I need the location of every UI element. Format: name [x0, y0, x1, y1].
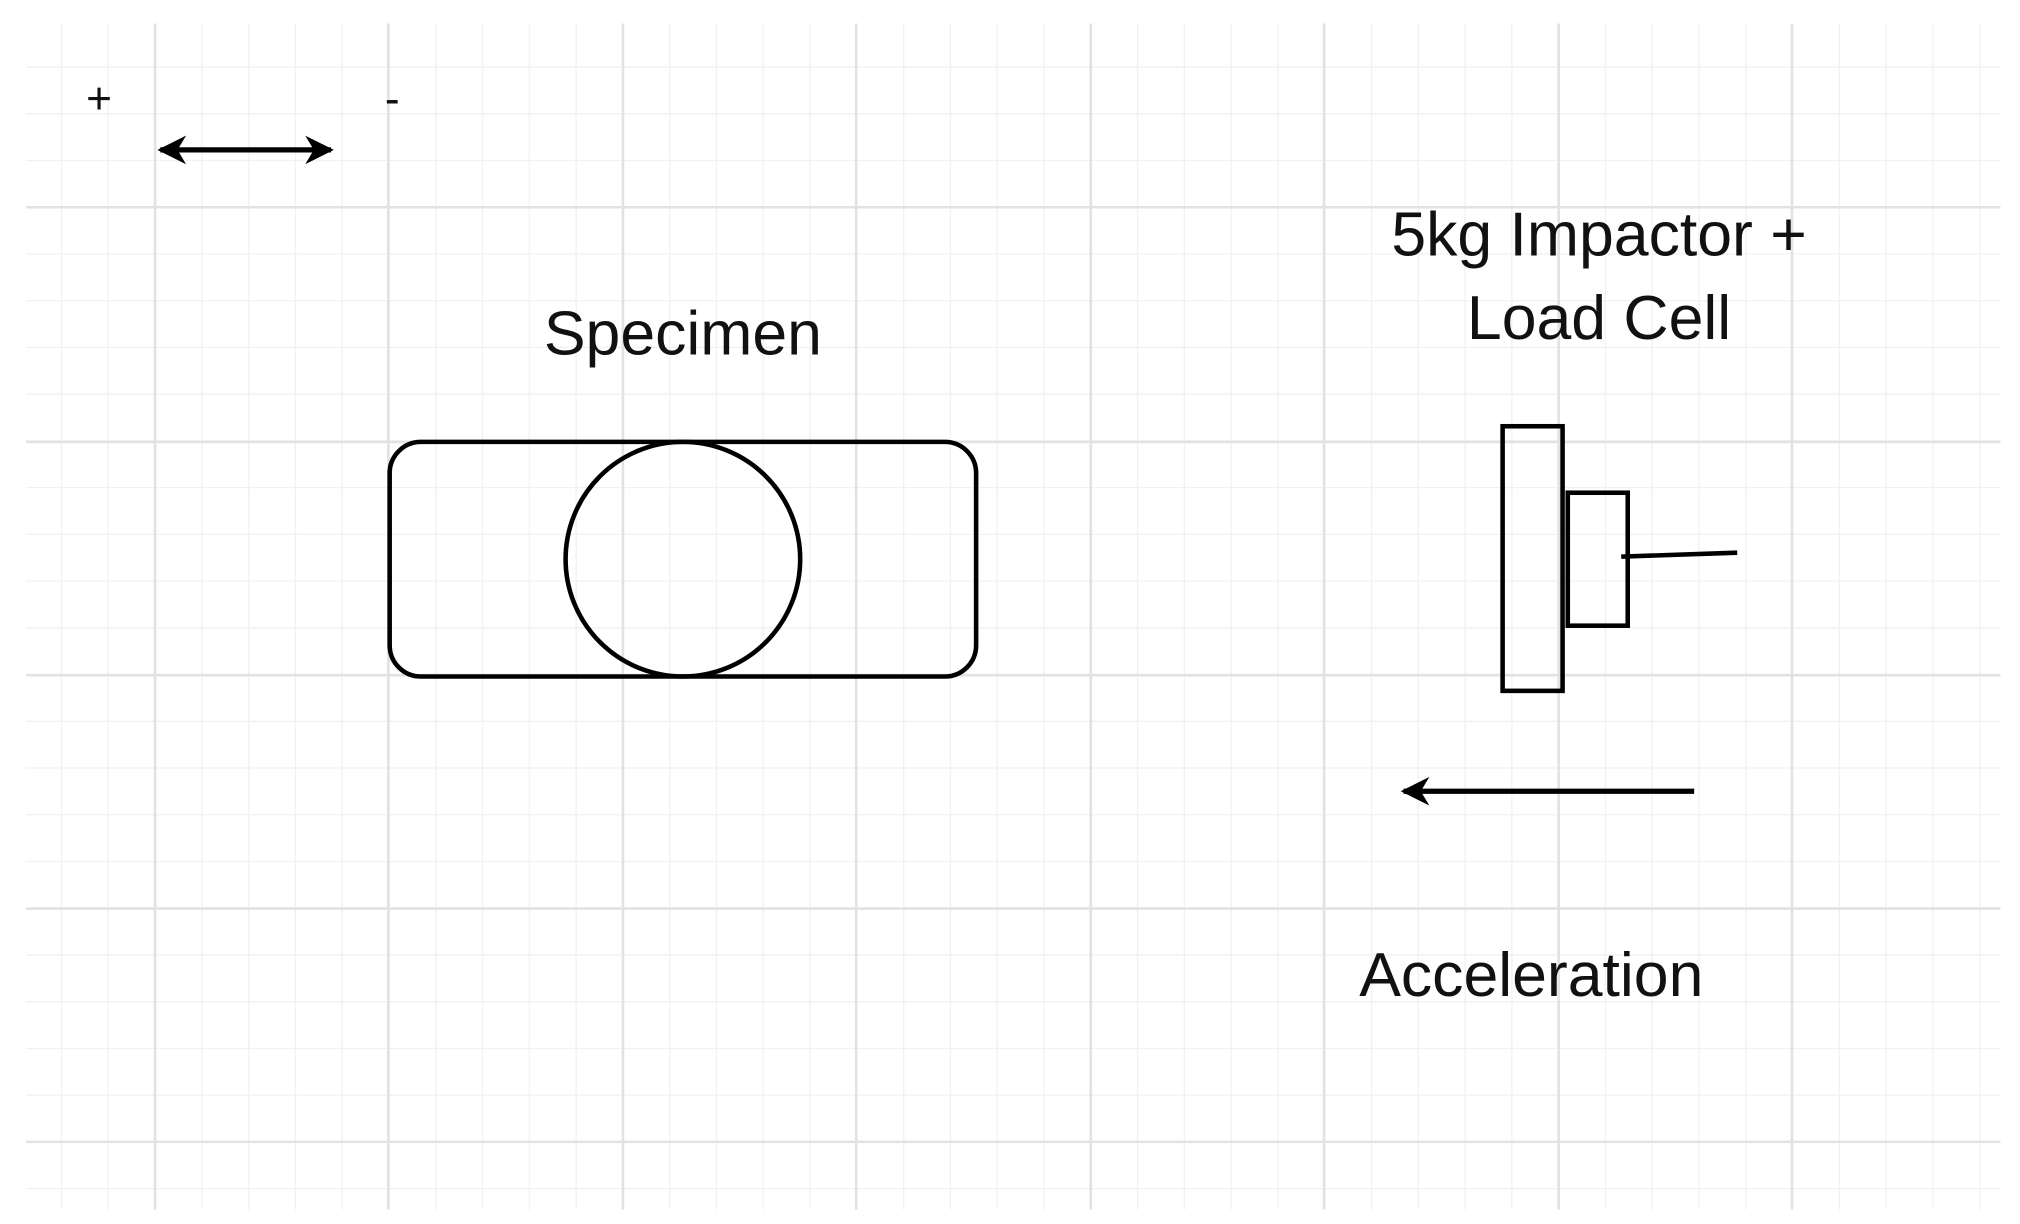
load-cell-block [1565, 490, 1631, 628]
specimen-body [387, 439, 979, 679]
specimen-circle [563, 439, 803, 679]
acceleration-group: Acceleration [1359, 776, 1703, 1010]
specimen-label: Specimen [544, 299, 822, 369]
direction-key: + - [86, 74, 400, 165]
impactor-plate [1500, 423, 1565, 694]
negative-direction-label: - [385, 74, 400, 123]
background-grid [26, 23, 2001, 1210]
load-cell-cable [1621, 550, 1738, 559]
specimen-group: Specimen [387, 299, 979, 679]
impactor-label-line1: 5kg Impactor + [1391, 199, 1806, 269]
positive-direction-label: + [86, 74, 112, 123]
impactor-group: 5kg Impactor + Load Cell [1391, 199, 1807, 694]
acceleration-label: Acceleration [1359, 940, 1703, 1010]
impactor-label-line2: Load Cell [1467, 283, 1731, 353]
